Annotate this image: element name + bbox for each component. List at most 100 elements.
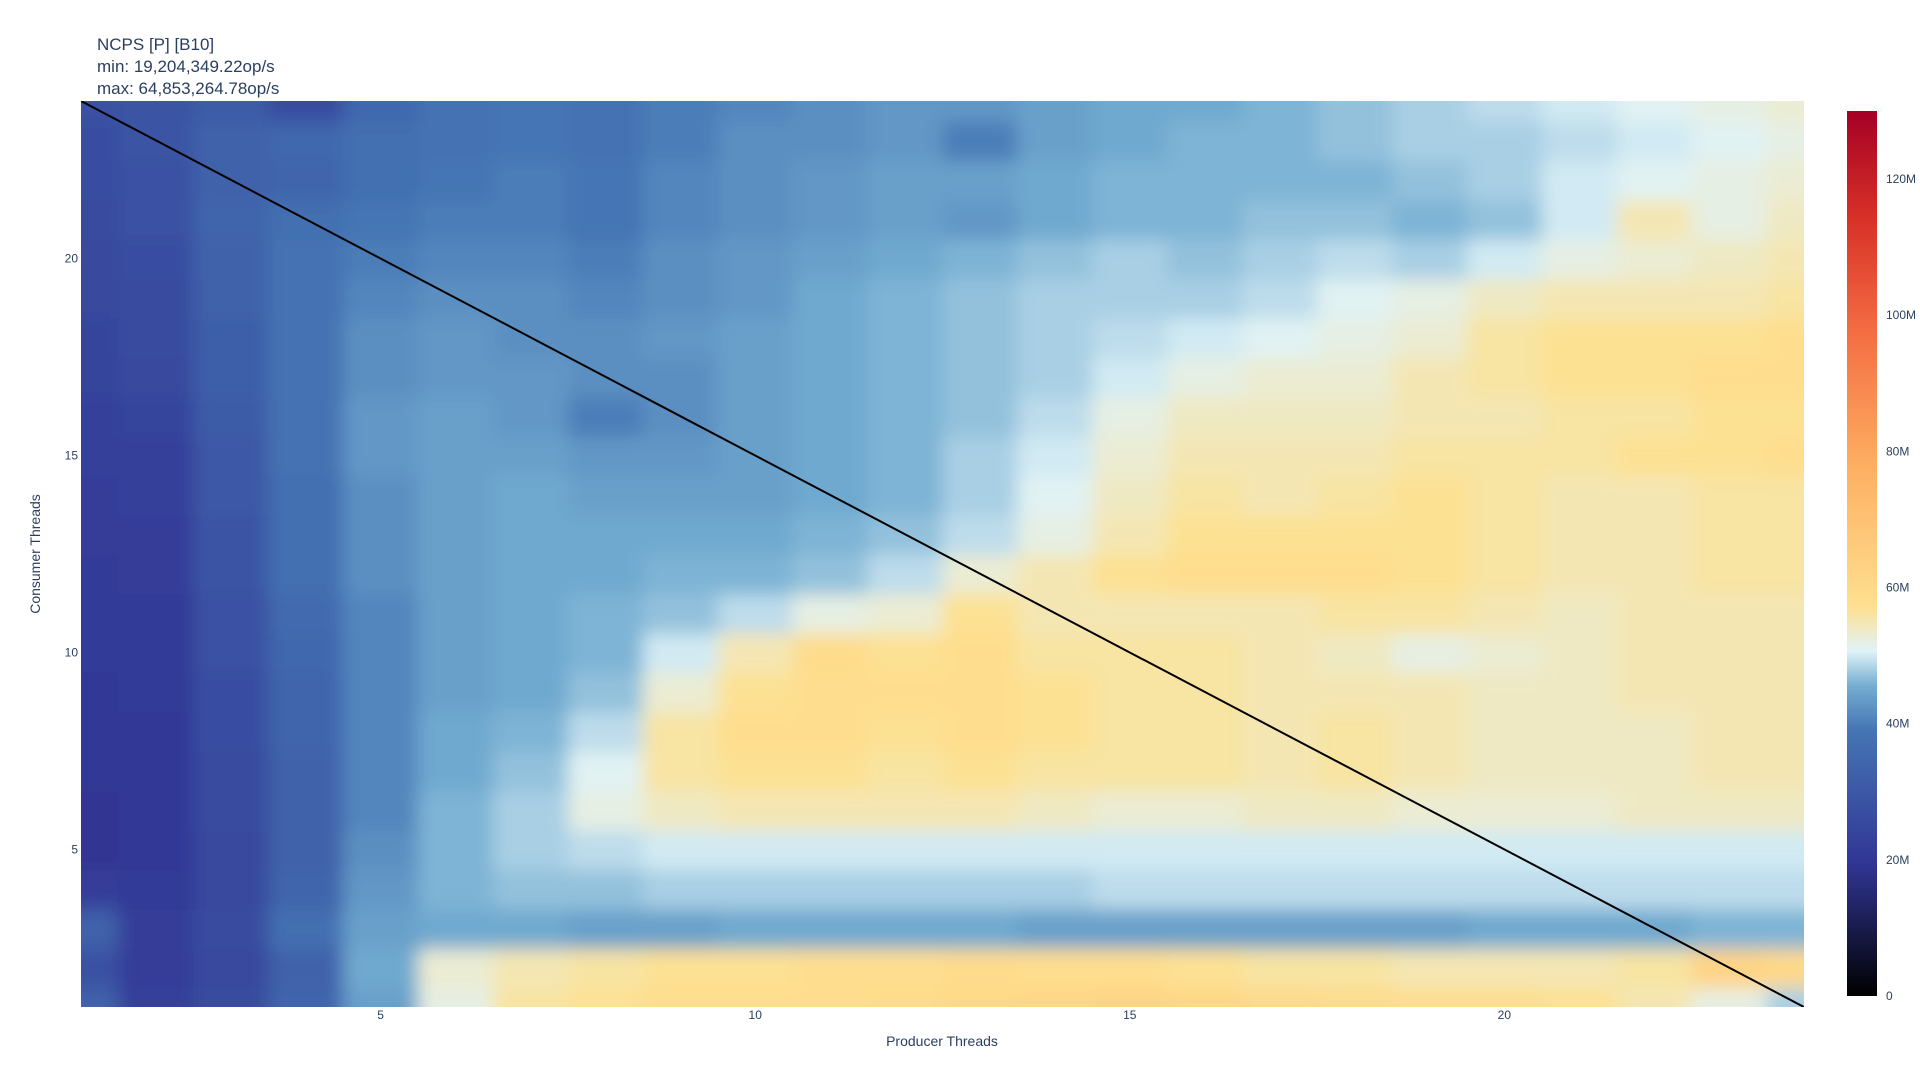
- heatmap-cell: [1767, 81, 1843, 121]
- heatmap-cell: [1392, 160, 1468, 200]
- heatmap-cell: [1617, 790, 1693, 830]
- heatmap-cell: [1767, 712, 1843, 752]
- heatmap-cell: [268, 790, 344, 830]
- heatmap-cell: [643, 554, 719, 594]
- heatmap-cell: [1242, 121, 1318, 161]
- heatmap-cell: [1467, 633, 1543, 673]
- heatmap-cell: [1317, 712, 1393, 752]
- heatmap-cell: [1542, 396, 1618, 436]
- heatmap-cell: [568, 278, 644, 318]
- heatmap-cell: [493, 593, 569, 633]
- heatmap-cell: [343, 712, 419, 752]
- heatmap-cell: [1542, 751, 1618, 791]
- heatmap-cell: [1392, 121, 1468, 161]
- heatmap-cell: [1017, 160, 1093, 200]
- heatmap-cell: [268, 672, 344, 712]
- heatmap-cell: [193, 515, 269, 555]
- heatmap-cell: [1692, 633, 1768, 673]
- y-tick-label: 10: [65, 645, 79, 659]
- heatmap-cell: [1167, 199, 1243, 239]
- heatmap-cell: [1017, 790, 1093, 830]
- heatmap-cell: [868, 909, 944, 949]
- heatmap-cell: [568, 672, 644, 712]
- heatmap-cell: [868, 593, 944, 633]
- heatmap-cell: [1242, 633, 1318, 673]
- heatmap-cell: [1167, 318, 1243, 358]
- heatmap-cell: [793, 396, 869, 436]
- heatmap-cell: [1017, 278, 1093, 318]
- heatmap-cell: [268, 81, 344, 121]
- heatmap-cell: [1692, 830, 1768, 870]
- heatmap-cell: [568, 121, 644, 161]
- heatmap-cell: [793, 987, 869, 1027]
- heatmap-cell: [1317, 830, 1393, 870]
- heatmap-cell: [868, 199, 944, 239]
- heatmap-cell: [1467, 554, 1543, 594]
- heatmap-cell: [1467, 751, 1543, 791]
- heatmap-cell: [1392, 357, 1468, 397]
- heatmap-cell: [193, 909, 269, 949]
- heatmap-cell: [1017, 515, 1093, 555]
- heatmap-cell: [1467, 199, 1543, 239]
- heatmap-cell: [493, 278, 569, 318]
- heatmap-cell: [718, 751, 794, 791]
- heatmap-cell: [1767, 515, 1843, 555]
- heatmap-cell: [643, 239, 719, 279]
- heatmap-cell: [493, 987, 569, 1027]
- heatmap-cell: [1542, 948, 1618, 988]
- heatmap-cell: [643, 199, 719, 239]
- heatmap-cell: [418, 909, 494, 949]
- heatmap-cell: [1767, 357, 1843, 397]
- heatmap-cell: [793, 790, 869, 830]
- heatmap-cell: [1467, 396, 1543, 436]
- heatmap-cell: [418, 987, 494, 1027]
- heatmap-cell: [868, 633, 944, 673]
- colorbar-tick-label: 20M: [1886, 853, 1909, 867]
- heatmap-cell: [1467, 869, 1543, 909]
- heatmap-cell: [44, 199, 120, 239]
- heatmap-cell: [418, 475, 494, 515]
- heatmap-cell: [493, 633, 569, 673]
- heatmap-cell: [793, 318, 869, 358]
- heatmap-cell: [1242, 790, 1318, 830]
- heatmap-cell: [718, 830, 794, 870]
- heatmap-cell: [44, 160, 120, 200]
- x-axis-ticks: 5 10 15 20: [377, 1008, 1511, 1022]
- heatmap-cell: [493, 948, 569, 988]
- heatmap-cell: [793, 239, 869, 279]
- heatmap-cell: [718, 672, 794, 712]
- heatmap-cell: [1392, 515, 1468, 555]
- heatmap-cell: [1692, 318, 1768, 358]
- heatmap-cell: [268, 633, 344, 673]
- heatmap-cell: [1317, 869, 1393, 909]
- heatmap-cell: [1017, 633, 1093, 673]
- heatmap-cell: [1092, 515, 1168, 555]
- heatmap-cell: [1242, 239, 1318, 279]
- heatmap-cell: [868, 987, 944, 1027]
- heatmap-cell: [418, 593, 494, 633]
- heatmap-cell: [118, 436, 194, 476]
- heatmap-cell: [493, 712, 569, 752]
- heatmap-cell: [1542, 712, 1618, 752]
- heatmap-cell: [1617, 278, 1693, 318]
- heatmap-cell: [943, 278, 1019, 318]
- heatmap-cell: [1017, 81, 1093, 121]
- heatmap-cell: [1017, 830, 1093, 870]
- heatmap-cell: [1767, 633, 1843, 673]
- heatmap-cell: [718, 239, 794, 279]
- heatmap-cell: [943, 987, 1019, 1027]
- heatmap-cell: [943, 712, 1019, 752]
- heatmap-cell: [1242, 987, 1318, 1027]
- heatmap-cell: [718, 633, 794, 673]
- heatmap-cell: [943, 318, 1019, 358]
- heatmap-cell: [193, 121, 269, 161]
- heatmap-cell: [44, 751, 120, 791]
- heatmap-cell: [193, 633, 269, 673]
- heatmap-cell: [1692, 199, 1768, 239]
- heatmap-cell: [1017, 357, 1093, 397]
- heatmap-cell: [643, 672, 719, 712]
- heatmap-cell: [1317, 239, 1393, 279]
- heatmap-cell: [418, 396, 494, 436]
- heatmap-cell: [1017, 751, 1093, 791]
- heatmap-cell: [493, 357, 569, 397]
